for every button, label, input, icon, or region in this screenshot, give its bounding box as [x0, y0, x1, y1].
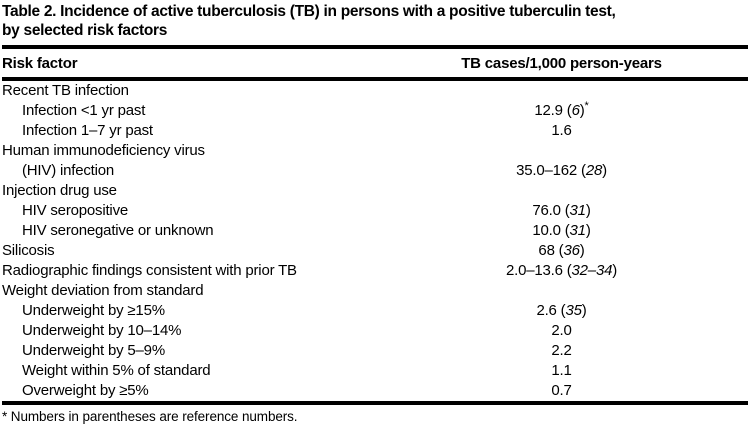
reference-number: 31	[569, 202, 587, 219]
risk-factor-cell: Overweight by ≥5%	[22, 382, 149, 399]
reference-number: 31	[569, 222, 587, 239]
table-row: Weight within 5% of standard 1.1	[2, 361, 748, 381]
table-row: Underweight by 10–14% 2.0	[2, 321, 748, 341]
risk-factor-cell: Recent TB infection	[2, 82, 129, 99]
table-row: (HIV) infection 35.0–162 (28)	[2, 161, 748, 181]
tb-cases-value-cell: 1.6	[551, 122, 572, 139]
table-row: Weight deviation from standard	[2, 281, 748, 301]
table-row: Recent TB infection	[2, 79, 748, 101]
table-title-line1: Table 2. Incidence of active tuberculosi…	[2, 3, 616, 20]
table-body: Recent TB infection Infection <1 yr past 1…	[2, 79, 748, 403]
tb-cases-value-cell	[375, 181, 748, 201]
risk-factor-cell: Infection <1 yr past	[22, 102, 146, 119]
risk-factor-cell: HIV seronegative or unknown	[22, 222, 214, 239]
tb-cases-value-cell: 12.9 (6)*	[534, 100, 589, 120]
reference-number: 36	[563, 242, 580, 259]
risk-factor-cell: Radiographic findings consistent with pr…	[2, 262, 297, 279]
risk-factor-cell: (HIV) infection	[22, 162, 115, 179]
header-row: Risk factor TB cases/1,000 person-years	[2, 47, 748, 81]
reference-number: 35	[565, 302, 582, 319]
table-title-line2: by selected risk factors	[2, 22, 168, 39]
risk-factor-table: Risk factor TB cases/1,000 person-years …	[2, 45, 748, 405]
footnote-marker: *	[584, 100, 589, 112]
risk-factor-cell: HIV seropositive	[22, 202, 129, 219]
risk-factor-cell: Weight within 5% of standard	[22, 362, 211, 379]
table-title: Table 2. Incidence of active tuberculosi…	[2, 2, 748, 40]
tb-cases-value-cell: 2.0	[551, 322, 572, 339]
table-row: Silicosis 68 (36)	[2, 241, 748, 261]
column-header-tb-cases: TB cases/1,000 person-years	[375, 47, 748, 81]
risk-factor-cell: Silicosis	[2, 242, 55, 259]
reference-number: 28	[585, 162, 603, 179]
tb-cases-value-cell: 10.0 (31)	[532, 222, 591, 239]
table-row: HIV seronegative or unknown 10.0 (31)	[2, 221, 748, 241]
reference-number: 32–34	[571, 262, 613, 279]
tb-cases-value-cell: 2.2	[551, 342, 572, 359]
column-header-risk-factor: Risk factor	[2, 47, 375, 81]
table-row: Infection <1 yr past 12.9 (6)*	[2, 101, 748, 121]
tb-cases-value-cell: 1.1	[551, 362, 572, 379]
tb-cases-value-cell: 0.7	[551, 382, 572, 399]
risk-factor-cell: Infection 1–7 yr past	[22, 122, 153, 139]
tb-cases-value-cell: 2.6 (35)	[536, 302, 587, 319]
tb-cases-value-cell: 35.0–162 (28)	[516, 162, 607, 179]
tb-cases-value-cell: 2.0–13.6 (32–34)	[505, 262, 618, 279]
tb-cases-value-cell	[375, 141, 748, 161]
tb-cases-value-cell	[375, 79, 748, 101]
table-row: Radiographic findings consistent with pr…	[2, 261, 748, 281]
table-footnote: * Numbers in parentheses are reference n…	[2, 409, 298, 424]
table-row: Underweight by 5–9% 2.2	[2, 341, 748, 361]
tb-cases-value-cell: 68 (36)	[538, 242, 585, 259]
table-row: Underweight by ≥15% 2.6 (35)	[2, 301, 748, 321]
table-row: Overweight by ≥5% 0.7	[2, 381, 748, 403]
table-row: Infection 1–7 yr past 1.6	[2, 121, 748, 141]
risk-factor-cell: Underweight by ≥15%	[22, 302, 165, 319]
tb-cases-value-cell	[375, 281, 748, 301]
risk-factor-cell: Underweight by 10–14%	[22, 322, 182, 339]
reference-number: 6	[571, 102, 580, 119]
risk-factor-cell: Human immunodeficiency virus	[2, 142, 205, 159]
tb-cases-value-cell: 76.0 (31)	[532, 202, 591, 219]
risk-factor-cell: Weight deviation from standard	[2, 282, 204, 299]
risk-factor-cell: Injection drug use	[2, 182, 117, 199]
table-row: Human immunodeficiency virus	[2, 141, 748, 161]
table-row: Injection drug use	[2, 181, 748, 201]
risk-factor-cell: Underweight by 5–9%	[22, 342, 165, 359]
table-row: HIV seropositive 76.0 (31)	[2, 201, 748, 221]
